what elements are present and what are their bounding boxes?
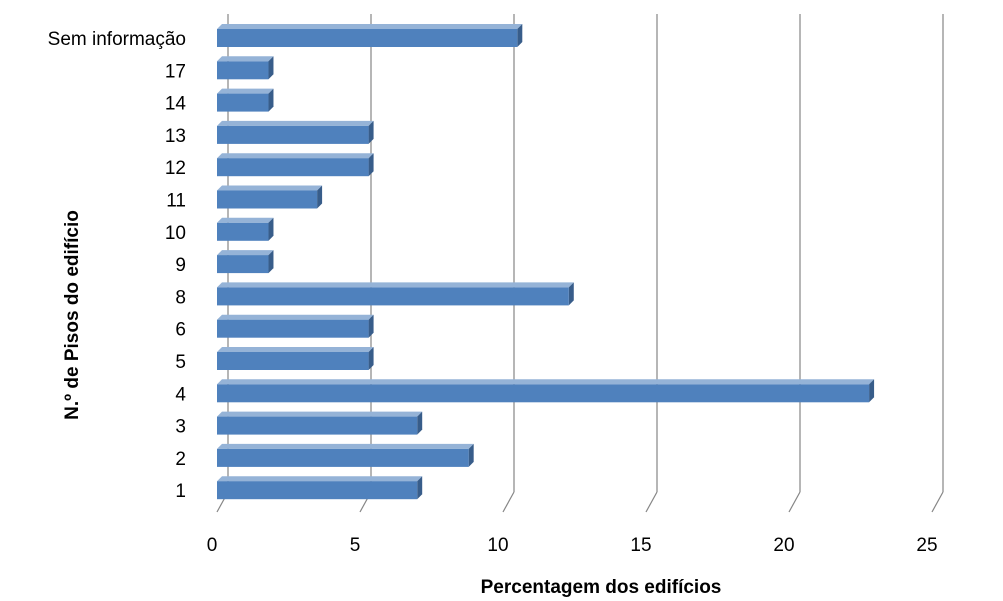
y-tick-label: 17 — [165, 61, 186, 82]
y-tick-label: 10 — [165, 223, 186, 244]
bar — [217, 125, 369, 144]
bar-group — [217, 411, 423, 435]
bar-top-face — [217, 411, 423, 417]
bar-top-face — [217, 56, 274, 62]
bar-group — [217, 120, 374, 144]
bar — [217, 384, 870, 403]
bar-top-face — [217, 185, 323, 191]
bar-end-face — [417, 476, 423, 500]
x-tick-label: 15 — [630, 535, 651, 556]
bar-group — [217, 185, 323, 209]
bar-group — [217, 347, 374, 370]
y-tick-label: 13 — [165, 126, 186, 147]
bar-end-face — [317, 185, 323, 209]
gridline — [502, 491, 515, 513]
bar-group — [217, 56, 274, 80]
bar-end-face — [368, 347, 374, 370]
bar-top-face — [217, 217, 274, 223]
gridline — [788, 491, 801, 513]
x-tick-label: 20 — [773, 535, 794, 556]
y-tick-label: 12 — [165, 158, 186, 179]
bar-end-face — [368, 153, 374, 177]
bar-group — [217, 88, 274, 112]
y-axis-title: N.º de Pisos do edifício — [62, 210, 83, 420]
gridlines — [216, 14, 944, 513]
bar-top-face — [217, 88, 274, 94]
y-tick-label: 3 — [175, 417, 186, 438]
y-tick-label: 2 — [175, 449, 186, 470]
bar-group — [217, 217, 274, 241]
bar-group — [217, 24, 523, 47]
bar — [217, 255, 269, 274]
bar-end-face — [517, 24, 523, 47]
bar — [217, 190, 318, 209]
bar-group — [217, 250, 274, 274]
bar-top-face — [217, 443, 474, 449]
x-tick-label: 10 — [487, 535, 508, 556]
y-tick-label: 6 — [175, 320, 186, 341]
bar-end-face — [368, 314, 374, 338]
y-tick-label: 14 — [165, 94, 187, 115]
bar-top-face — [217, 379, 875, 385]
bar — [217, 93, 269, 112]
bar-group — [217, 314, 374, 338]
gridline — [645, 491, 658, 513]
bar — [217, 61, 269, 80]
bar-top-face — [217, 314, 374, 320]
bar-top-face — [217, 120, 374, 126]
bar — [217, 416, 418, 435]
y-tick-label: 9 — [175, 255, 186, 276]
bars — [217, 24, 875, 500]
x-tick-label: 5 — [350, 535, 361, 556]
bar-top-face — [217, 476, 423, 482]
y-tick-label: Sem informação — [48, 29, 186, 50]
bar-top-face — [217, 250, 274, 256]
x-tick-labels: 0 5 10 15 20 25 — [207, 535, 938, 556]
bar-top-face — [217, 282, 574, 288]
bar-end-face — [869, 379, 875, 403]
bar-end-face — [268, 56, 274, 80]
x-axis-title: Percentagem dos edifícios — [481, 577, 722, 598]
bar-end-face — [417, 411, 423, 435]
y-tick-label: 1 — [175, 481, 186, 502]
bar-group — [217, 443, 474, 467]
bar — [217, 319, 369, 338]
bar-end-face — [368, 120, 374, 144]
bar-end-face — [268, 88, 274, 112]
y-tick-label: 4 — [175, 384, 186, 405]
bar — [217, 481, 418, 500]
bar-group — [217, 282, 574, 306]
bar — [217, 448, 469, 467]
x-tick-label: 0 — [207, 535, 218, 556]
bar — [217, 29, 518, 47]
y-tick-label: 11 — [166, 191, 186, 212]
bar-end-face — [468, 443, 474, 467]
bar-top-face — [217, 24, 523, 29]
bar-top-face — [217, 347, 374, 352]
y-tick-label: 5 — [175, 352, 186, 373]
bar-end-face — [568, 282, 574, 306]
gridline — [931, 491, 944, 513]
bar-group — [217, 379, 875, 403]
bar — [217, 158, 369, 177]
x-tick-label: 25 — [916, 535, 937, 556]
bar-end-face — [268, 250, 274, 274]
bar — [217, 352, 369, 370]
bar — [217, 287, 569, 306]
y-tick-label: 8 — [175, 287, 186, 308]
bar-top-face — [217, 153, 374, 159]
bar-end-face — [268, 217, 274, 241]
bar-group — [217, 153, 374, 177]
bar-group — [217, 476, 423, 500]
bar — [217, 222, 269, 241]
